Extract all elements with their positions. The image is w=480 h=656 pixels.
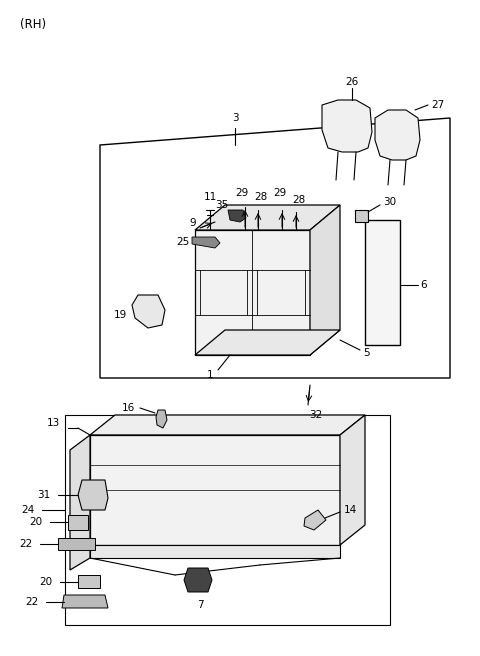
Polygon shape (195, 205, 340, 230)
Polygon shape (156, 410, 167, 428)
Circle shape (379, 335, 385, 341)
Text: 14: 14 (343, 505, 357, 515)
Polygon shape (90, 435, 340, 545)
Polygon shape (310, 205, 340, 355)
Polygon shape (70, 435, 90, 570)
Text: 13: 13 (47, 418, 60, 428)
Polygon shape (322, 100, 372, 152)
Polygon shape (68, 515, 88, 530)
Text: (RH): (RH) (20, 18, 46, 31)
Text: 30: 30 (384, 197, 396, 207)
Text: 29: 29 (274, 188, 287, 198)
Text: 20: 20 (39, 577, 52, 587)
Polygon shape (355, 210, 368, 222)
Text: 20: 20 (29, 517, 42, 527)
Text: 24: 24 (21, 505, 34, 515)
Text: 3: 3 (232, 113, 238, 123)
Text: 11: 11 (204, 192, 216, 202)
Text: 28: 28 (292, 195, 306, 205)
Text: 32: 32 (310, 410, 323, 420)
Text: 29: 29 (235, 188, 249, 198)
Polygon shape (365, 220, 400, 345)
Text: 22: 22 (25, 597, 38, 607)
Polygon shape (340, 415, 365, 545)
Text: 26: 26 (346, 77, 359, 87)
Polygon shape (195, 330, 340, 355)
Polygon shape (78, 575, 100, 588)
Text: 35: 35 (216, 200, 228, 210)
Polygon shape (90, 545, 340, 558)
Text: 6: 6 (420, 280, 427, 290)
Text: 31: 31 (37, 490, 50, 500)
Polygon shape (304, 510, 326, 530)
Polygon shape (78, 480, 108, 510)
Circle shape (359, 213, 365, 220)
Polygon shape (192, 237, 220, 248)
Text: 1: 1 (207, 370, 213, 380)
Text: 9: 9 (190, 218, 196, 228)
Text: 28: 28 (254, 192, 268, 202)
Text: 16: 16 (121, 403, 134, 413)
Polygon shape (62, 595, 108, 608)
Text: 5: 5 (364, 348, 370, 358)
Polygon shape (228, 210, 246, 222)
Text: 25: 25 (176, 237, 190, 247)
Text: 19: 19 (113, 310, 127, 320)
Polygon shape (58, 538, 95, 550)
Polygon shape (375, 110, 420, 160)
Polygon shape (184, 568, 212, 592)
Polygon shape (132, 295, 165, 328)
Polygon shape (195, 230, 310, 355)
Text: 7: 7 (197, 600, 204, 610)
Text: 27: 27 (432, 100, 444, 110)
Polygon shape (90, 415, 365, 435)
Text: 22: 22 (19, 539, 32, 549)
